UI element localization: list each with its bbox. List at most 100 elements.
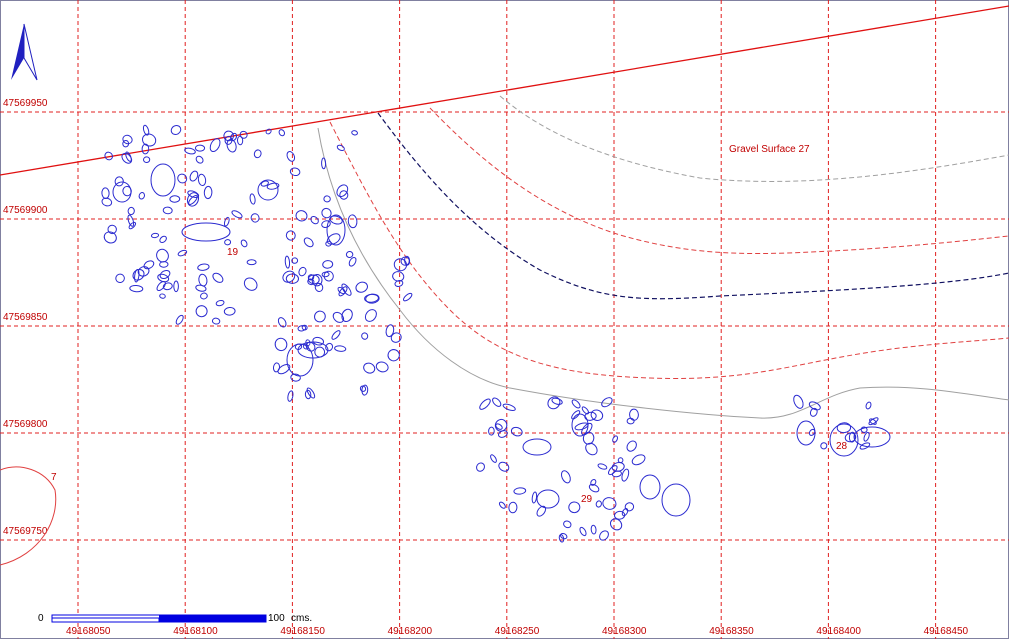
stone <box>869 418 877 425</box>
stone <box>230 132 238 142</box>
feature-label: 29 <box>581 494 593 505</box>
stone <box>128 221 137 230</box>
stone <box>560 470 571 484</box>
stone <box>595 500 602 508</box>
stone <box>253 149 262 159</box>
stone <box>177 249 188 257</box>
stone <box>341 283 352 296</box>
stone <box>215 299 225 307</box>
stone <box>223 306 236 316</box>
stone <box>588 483 600 493</box>
stone <box>361 332 369 340</box>
stone <box>231 210 243 219</box>
stone <box>863 431 870 442</box>
stone <box>306 387 316 399</box>
feature-label: 28 <box>836 441 848 452</box>
stone <box>624 502 635 512</box>
stone <box>266 182 280 190</box>
stone <box>121 152 133 164</box>
stone <box>197 263 210 271</box>
grid-label: 49168300 <box>602 626 647 637</box>
feature-outline <box>0 466 57 566</box>
stone <box>173 280 179 293</box>
stone <box>224 239 232 246</box>
stone <box>385 324 395 338</box>
stone <box>536 505 547 517</box>
stone <box>127 214 135 227</box>
stone <box>629 408 639 421</box>
stone <box>159 293 166 299</box>
contour <box>429 107 1009 255</box>
stone <box>122 140 130 148</box>
stone <box>403 292 413 302</box>
stone <box>260 180 269 187</box>
stone <box>531 491 538 504</box>
stone <box>359 385 367 392</box>
stone <box>186 192 200 207</box>
stone <box>820 442 828 450</box>
stone <box>138 192 145 200</box>
north-arrow <box>11 24 24 80</box>
stone <box>223 130 235 142</box>
stone <box>150 232 160 239</box>
stone <box>502 403 516 412</box>
stone <box>310 215 319 225</box>
stone <box>142 124 150 136</box>
feature-label: 7 <box>51 472 57 483</box>
stone <box>559 532 568 540</box>
stone <box>602 497 617 510</box>
stone <box>829 423 859 457</box>
stone <box>387 349 400 362</box>
stone <box>332 311 345 323</box>
stone <box>488 426 495 436</box>
stone <box>364 293 379 303</box>
stone <box>101 197 113 207</box>
stone <box>189 170 199 182</box>
stone <box>661 483 691 517</box>
stone <box>141 143 150 155</box>
grid-label: 47569850 <box>3 312 48 323</box>
stone <box>571 410 581 420</box>
stone <box>590 479 597 486</box>
stone <box>265 128 272 135</box>
stone <box>156 280 166 292</box>
stone <box>590 409 604 421</box>
stone <box>314 282 324 292</box>
grid-label: 49168100 <box>173 626 218 637</box>
stone <box>611 470 622 478</box>
stone <box>107 224 117 235</box>
stone <box>257 179 279 201</box>
stone <box>278 129 286 137</box>
stone <box>103 231 117 244</box>
stone <box>609 518 623 531</box>
stone <box>249 193 256 205</box>
stone <box>590 524 597 535</box>
stone <box>844 432 857 443</box>
stone <box>347 214 358 229</box>
stone <box>150 163 176 197</box>
stone <box>304 389 312 400</box>
stone <box>223 216 230 227</box>
stone <box>336 144 345 152</box>
stone <box>298 266 307 277</box>
stone <box>495 423 503 430</box>
stone <box>284 255 291 269</box>
stone <box>289 167 301 177</box>
stone <box>865 401 872 410</box>
grid-label: 49168150 <box>280 626 325 637</box>
grid-label: 47569900 <box>3 205 48 216</box>
stone <box>490 454 497 463</box>
stone <box>156 248 169 263</box>
grid-label: 47569800 <box>3 419 48 430</box>
stone <box>287 390 294 402</box>
stone <box>400 256 410 266</box>
stone <box>122 134 133 145</box>
grid-label: 49168200 <box>388 626 433 637</box>
stone <box>859 442 871 450</box>
stone <box>809 407 818 417</box>
stone <box>297 325 307 332</box>
stone <box>392 271 405 282</box>
stone <box>115 273 125 284</box>
stone <box>285 273 299 284</box>
